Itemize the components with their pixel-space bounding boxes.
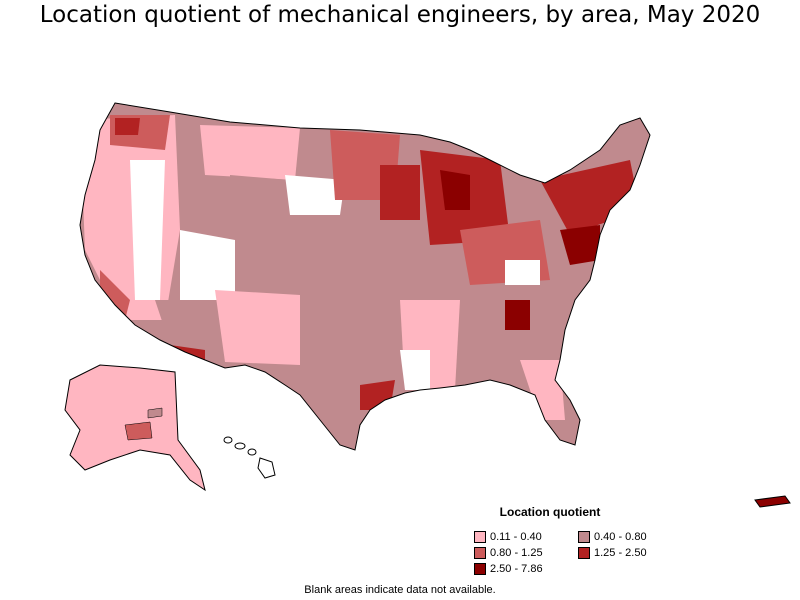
legend-label-0: 0.11 - 0.40	[490, 531, 542, 543]
legend-swatch-3	[578, 547, 590, 559]
kansas-region	[300, 240, 380, 300]
legend-item-2: 0.80 - 1.25	[474, 547, 543, 559]
montana-region	[200, 125, 300, 180]
legend-swatch-1	[578, 531, 590, 543]
florida-region	[520, 360, 565, 420]
dakota-blank-region	[285, 175, 345, 215]
legend-title: Location quotient	[499, 505, 601, 519]
appalachia-blank-region	[505, 260, 540, 285]
legend-swatch-0	[474, 531, 486, 543]
legend-item-1: 0.40 - 0.80	[578, 531, 647, 543]
legend-label-4: 2.50 - 7.86	[490, 563, 543, 575]
carolina-region	[505, 300, 530, 330]
us-outline	[79, 102, 651, 451]
legend-swatch-2	[474, 547, 486, 559]
legend-swatch-4	[474, 563, 486, 575]
map-title: Location quotient of mechanical engineer…	[39, 2, 761, 28]
wisconsin-region	[380, 165, 420, 220]
legend-item-4: 2.50 - 7.86	[474, 563, 543, 575]
mississippi-blank-region	[400, 350, 430, 390]
legend-label-3: 1.25 - 2.50	[594, 547, 647, 559]
utah-blank-region	[180, 230, 235, 300]
puerto-rico	[754, 495, 791, 508]
california-coast-region	[100, 270, 130, 320]
legend-item-0: 0.11 - 0.40	[474, 531, 542, 543]
detroit-region	[440, 170, 470, 210]
footnote: Blank areas indicate data not available.	[304, 584, 496, 596]
legend-label-2: 0.80 - 1.25	[490, 547, 543, 559]
alaska	[64, 364, 206, 492]
hawaii	[223, 436, 276, 479]
legend-item-3: 1.25 - 2.50	[578, 547, 647, 559]
legend-label-1: 0.40 - 0.80	[594, 531, 647, 543]
southeast-region	[460, 285, 545, 365]
seattle-region	[115, 118, 140, 135]
nevada-blank-region	[130, 160, 165, 300]
wyoming-region	[230, 175, 290, 235]
maryland-region	[560, 225, 600, 265]
new-mexico-region	[215, 290, 300, 365]
anchorage-region	[124, 421, 153, 441]
